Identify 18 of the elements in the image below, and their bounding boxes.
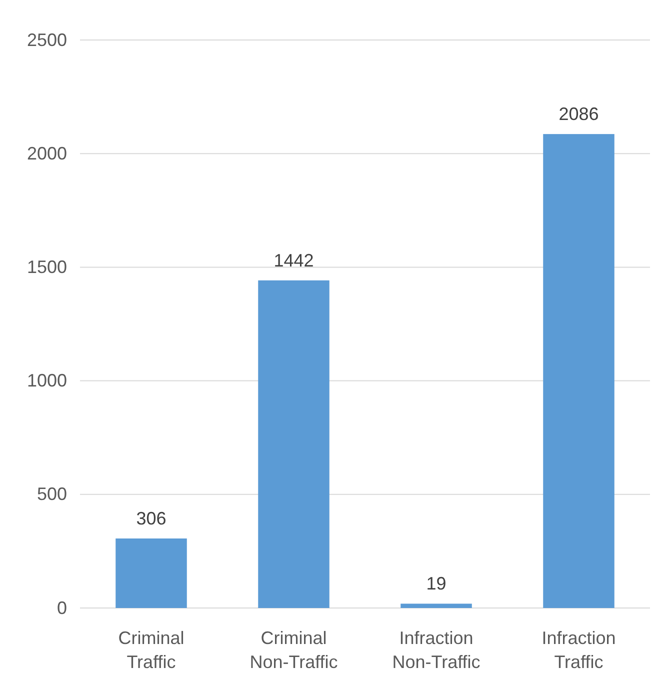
y-tick-label: 1000	[26, 370, 67, 391]
y-tick-label: 1500	[26, 256, 67, 277]
x-tick-label: Infraction Non-Traffic	[392, 628, 480, 672]
bar	[543, 134, 614, 608]
y-tick-label: 2500	[26, 30, 67, 50]
y-tick-label: 0	[56, 598, 67, 618]
x-tick-label: Criminal Non-Traffic	[250, 628, 338, 672]
data-label: 19	[426, 574, 446, 594]
bar	[400, 604, 472, 608]
bar	[258, 280, 330, 608]
bar	[116, 538, 187, 608]
data-label: 1442	[274, 250, 314, 270]
data-label: 306	[136, 508, 166, 528]
y-tick-label: 2000	[26, 143, 67, 164]
x-tick-label: Criminal Traffic	[118, 628, 184, 672]
x-tick-label: Infraction Traffic	[542, 628, 616, 672]
y-tick-label: 500	[36, 484, 67, 504]
data-label: 2086	[558, 104, 599, 124]
